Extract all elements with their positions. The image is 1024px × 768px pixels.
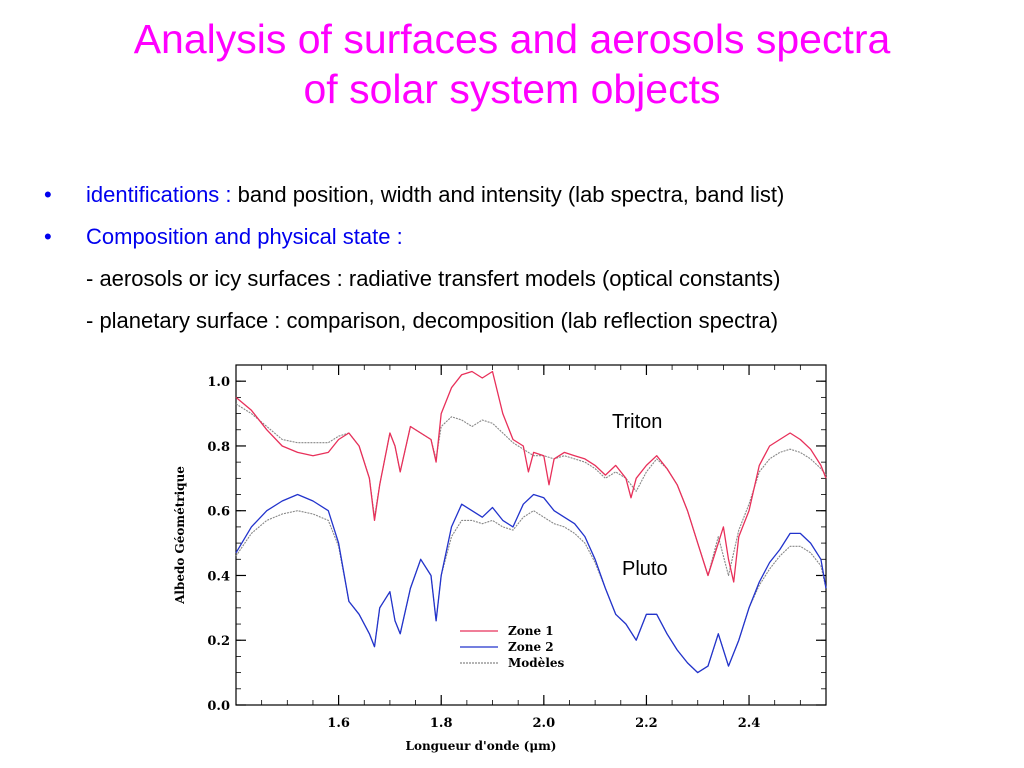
y-tick-label: 1.0 (207, 375, 230, 390)
bullet-highlight: identifications : (86, 182, 232, 207)
plot-frame (235, 364, 827, 706)
y-tick-label: 0.6 (207, 505, 230, 520)
x-axis-label: Longueur d'onde (μm) (406, 739, 557, 753)
x-tick-label: 1.8 (430, 716, 453, 731)
sub-bullet-planetary-surface: - planetary surface : comparison, decomp… (86, 308, 779, 333)
legend-label: Modèles (508, 656, 565, 670)
bullet-dot-icon: • (44, 182, 52, 207)
legend-label: Zone 2 (508, 640, 554, 654)
slide-title-line-2: of solar system objects (303, 66, 721, 112)
x-tick-label: 2.4 (738, 716, 761, 731)
bullet-dot-icon: • (44, 224, 52, 249)
annotation-triton: Triton (612, 411, 662, 433)
y-tick-label: 0.8 (207, 440, 230, 455)
y-tick-label: 0.0 (207, 699, 230, 714)
y-tick-label: 0.2 (207, 634, 230, 649)
bullet-identifications: • identifications : band position, width… (44, 174, 1014, 216)
x-tick-label: 1.6 (327, 716, 350, 731)
x-tick-label: 2.0 (533, 716, 556, 731)
slide-title-line-1: Analysis of surfaces and aerosols spectr… (133, 16, 891, 62)
bullet-highlight: Composition and physical state : (86, 224, 403, 249)
y-tick-label: 0.4 (207, 569, 230, 584)
legend-label: Zone 1 (508, 624, 554, 638)
bullet-list: • identifications : band position, width… (44, 174, 1014, 342)
albedo-spectra-chart: 1.6 1.8 2.0 2.2 2.4 0.0 0.2 0.4 0.6 0.8 1.0 Longueu… (173, 364, 827, 753)
y-axis-label: Albedo Géométrique (173, 466, 187, 605)
sub-bullet-aerosols: - aerosols or icy surfaces : radiative t… (86, 266, 781, 291)
series-zone-1-line (235, 370, 827, 583)
series-zone-2-line (235, 493, 827, 674)
bullet-composition: • Composition and physical state : (44, 216, 1014, 258)
slide-title: Analysis of surfaces and aerosols spectr… (0, 14, 1024, 114)
bullet-text: band position, width and intensity (lab … (231, 182, 785, 207)
annotation-pluto: Pluto (622, 558, 668, 580)
x-tick-label: 2.2 (635, 716, 658, 731)
